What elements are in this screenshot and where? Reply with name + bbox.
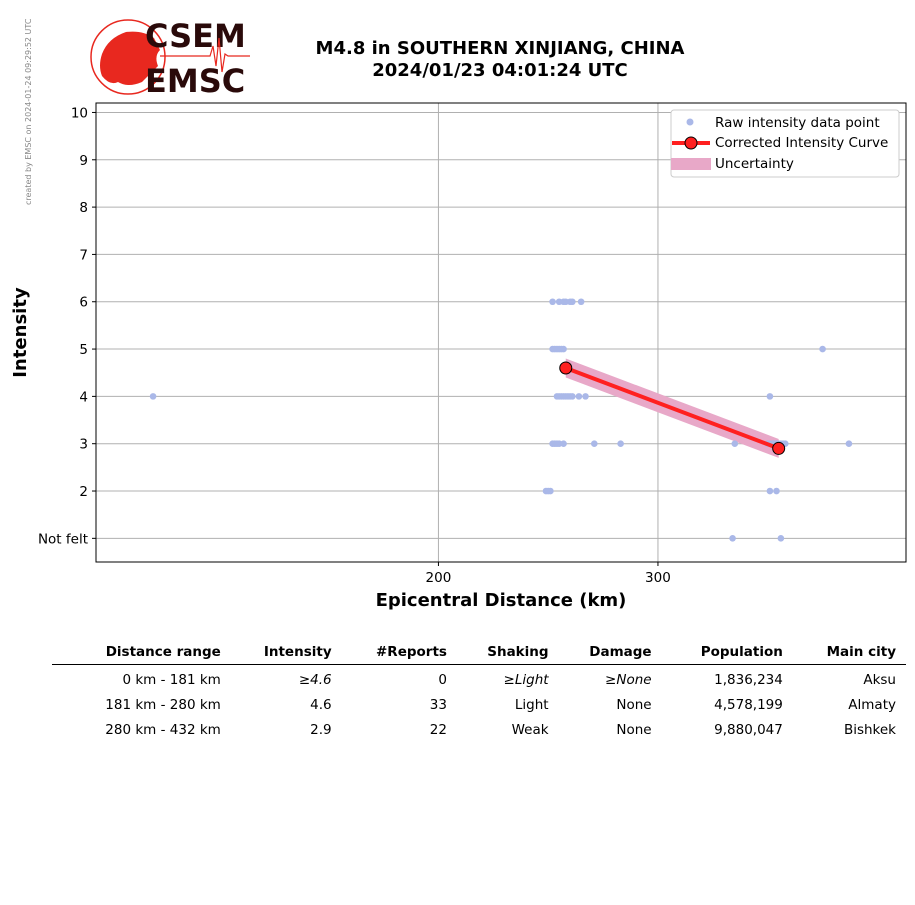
y-tick-label: 3 [79,437,88,453]
cell-range: 280 km - 432 km [105,722,221,738]
csem-emsc-logo: CSEM EMSC [90,17,250,100]
raw-data-point [582,393,589,400]
chart-subtitle: 2024/01/23 04:01:24 UTC [372,60,628,81]
cell-intensity: 2.9 [310,722,332,738]
header-distance-range: Distance range [52,640,231,665]
raw-data-point [569,298,576,306]
raw-data-point [766,393,774,400]
y-tick-label: 6 [79,295,88,311]
y-tick-label: 8 [79,200,88,216]
legend-curve-label: Corrected Intensity Curve [715,135,888,151]
creation-watermark: created by EMSC on 2024-01-24 09:29:52 U… [24,18,33,205]
legend: Raw intensity data point Corrected Inten… [670,109,900,178]
logo-csem: CSEM [145,17,246,55]
table-header-row: Distance range Intensity #Reports Shakin… [52,640,906,665]
logo-emsc: EMSC [145,62,245,100]
plot-frame [95,102,907,563]
cell-range: 181 km - 280 km [105,697,221,713]
logo-seismogram [160,37,250,73]
y-tick-label: 7 [79,247,88,263]
legend-uncertainty-swatch [671,158,711,170]
raw-data-point [560,440,567,448]
cell-city: Aksu [863,672,896,688]
cell-shaking: Weak [511,722,549,738]
y-tick-label: 2 [79,484,88,500]
raw-data-point [773,487,780,495]
legend-raw-label: Raw intensity data point [715,115,880,131]
y-tick-label: 10 [71,105,88,121]
y-tick-label: 9 [79,153,88,169]
raw-data-point [766,487,774,495]
watermark-text: created by EMSC on 2024-01-24 09:29:52 U… [24,18,33,205]
header-damage: Damage [558,640,662,665]
y-axis-ticks: Not felt 2 3 4 5 6 7 8 9 10 [38,105,96,547]
legend-curve-marker [684,136,698,150]
cell-population: 4,578,199 [714,697,783,713]
raw-data-point [731,440,739,448]
raw-data-point [569,393,576,400]
cell-city: Almaty [848,697,896,713]
cell-damage: None [616,722,652,738]
table-row: 0 km - 181 km ≥4.6 0 ≥Light ≥None 1,836,… [52,665,906,691]
cell-range: 0 km - 181 km [122,672,221,688]
raw-data-point [560,345,567,353]
curve-line [565,366,780,451]
raw-data-point [819,345,826,353]
header-reports: #Reports [341,640,457,665]
cell-city: Bishkek [843,722,896,738]
y-tick-label: Not felt [38,531,88,547]
y-tick-label: 5 [79,342,88,358]
corrected-intensity-curve [559,361,786,455]
cell-shaking: ≥Light [503,672,549,688]
cell-intensity: 4.6 [310,697,332,713]
curve-marker [772,441,786,455]
header-population: Population [661,640,793,665]
raw-data-point [149,393,157,400]
x-axis-label: Epicentral Distance (km) [376,590,627,611]
cell-damage: ≥None [605,672,652,688]
y-axis-label: Intensity [10,287,31,378]
curve-marker [559,361,573,375]
chart-title: M4.8 in SOUTHERN XINJIANG, CHINA [315,38,685,59]
raw-data-point [777,535,785,542]
x-axis-ticks: 200 300 [426,562,671,586]
cell-intensity: ≥4.6 [298,672,332,688]
raw-data-point [590,440,598,448]
y-tick-label: 4 [79,389,88,405]
x-tick-label: 200 [426,570,452,586]
logo-map-shape [100,31,160,86]
raw-data-point [845,440,853,448]
cell-reports: 22 [429,722,447,738]
legend-raw-marker [686,118,694,126]
raw-data-point [575,393,583,400]
cell-reports: 33 [429,697,447,713]
x-tick-label: 300 [645,570,671,586]
raw-data-point [729,535,736,542]
raw-data-point [577,298,585,306]
intensity-summary-table: Distance range Intensity #Reports Shakin… [52,640,906,740]
raw-data-points [149,298,853,542]
intensity-distance-chart: Not felt 2 3 4 5 6 7 8 9 10 200 300 Epicentral Dis… [10,102,907,611]
header-intensity: Intensity [230,640,342,665]
logo-globe [90,19,166,95]
header-shaking: Shaking [456,640,559,665]
header-main-city: Main city [792,640,906,665]
table-row: 280 km - 432 km 2.9 22 Weak None 9,880,0… [52,715,906,740]
cell-shaking: Light [514,697,549,713]
cell-population: 9,880,047 [714,722,783,738]
legend-uncertainty-label: Uncertainty [715,156,794,172]
cell-reports: 0 [438,672,447,688]
cell-damage: None [616,697,652,713]
legend-box [670,109,900,178]
table-row: 181 km - 280 km 4.6 33 Light None 4,578,… [52,690,906,715]
raw-data-point [547,487,554,495]
raw-data-point [549,298,556,306]
raw-data-point [617,440,624,448]
cell-population: 1,836,234 [714,672,783,688]
